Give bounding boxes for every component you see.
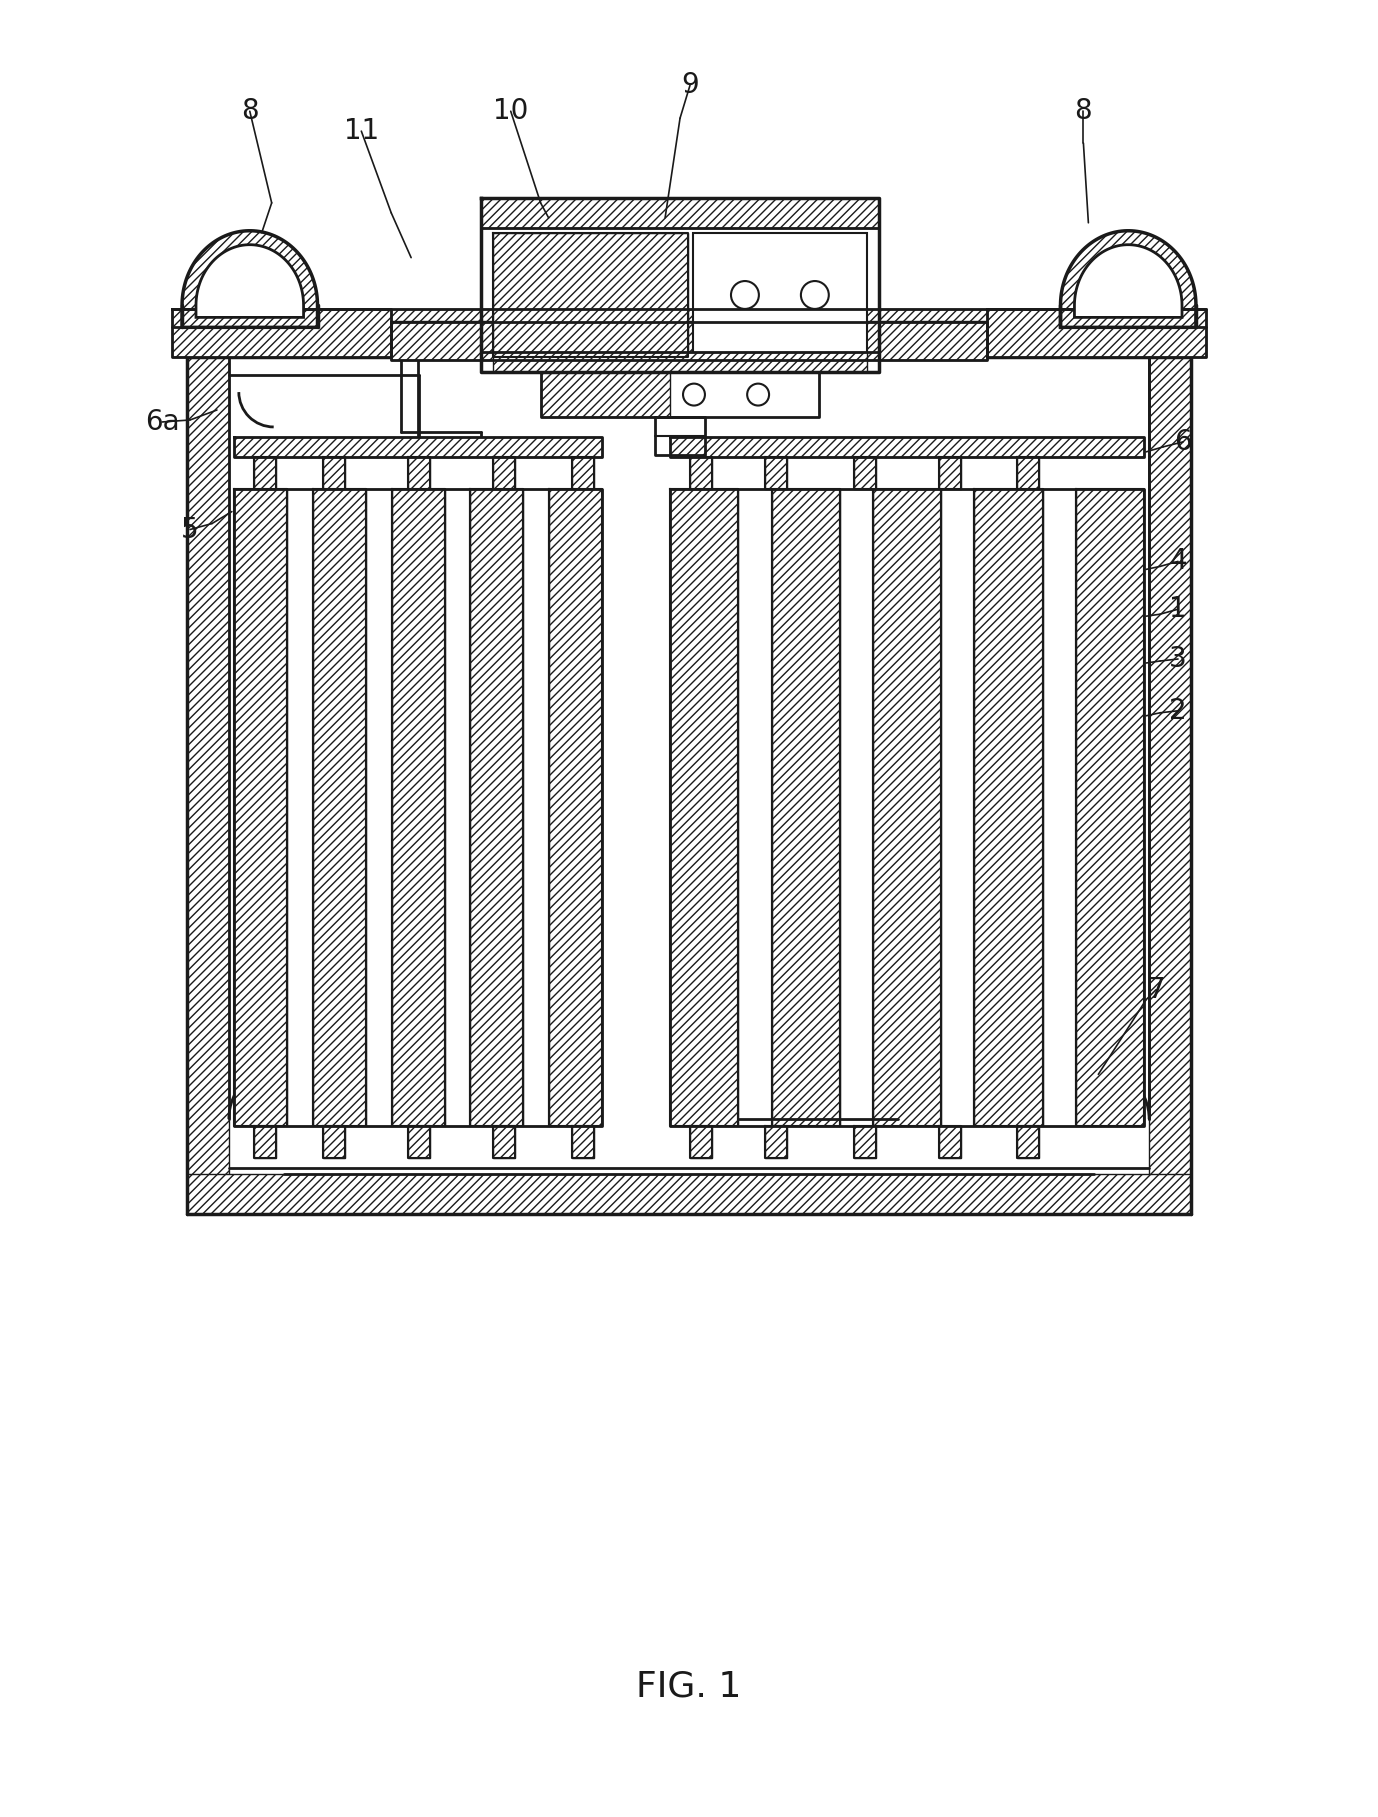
Bar — [974, 489, 1043, 1127]
Bar — [493, 456, 515, 489]
Text: 9: 9 — [681, 71, 699, 100]
Polygon shape — [1061, 231, 1196, 327]
Bar — [234, 436, 602, 456]
Bar — [1017, 1127, 1039, 1157]
Bar — [408, 1127, 430, 1157]
Bar — [324, 1127, 346, 1157]
Bar — [540, 372, 670, 416]
Bar — [772, 489, 839, 1127]
Bar — [481, 198, 879, 227]
Bar — [765, 456, 787, 489]
Bar — [941, 489, 974, 1127]
Bar — [854, 456, 876, 489]
Bar — [693, 233, 867, 358]
Bar — [254, 1127, 276, 1157]
Bar — [987, 309, 1206, 358]
Bar — [874, 489, 941, 1127]
Circle shape — [683, 383, 706, 405]
Text: 6a: 6a — [145, 409, 179, 436]
Bar — [313, 489, 365, 1127]
Bar — [493, 1127, 515, 1157]
Text: 10: 10 — [493, 98, 528, 125]
Bar — [550, 489, 602, 1127]
Text: FIG. 1: FIG. 1 — [637, 1670, 741, 1704]
Bar — [493, 233, 688, 358]
Bar — [938, 1127, 960, 1157]
Circle shape — [801, 282, 828, 309]
Text: 4: 4 — [1169, 547, 1186, 576]
Bar — [187, 1174, 1191, 1214]
Bar — [229, 358, 1149, 1174]
Text: 8: 8 — [1075, 98, 1093, 125]
Text: 11: 11 — [343, 116, 379, 145]
Text: 6: 6 — [1174, 427, 1192, 456]
Bar — [234, 489, 287, 1127]
Polygon shape — [182, 231, 317, 327]
Bar — [391, 309, 987, 322]
Bar — [670, 436, 1144, 456]
Bar — [690, 1127, 712, 1157]
Bar — [445, 489, 470, 1127]
Bar — [324, 456, 346, 489]
Bar — [254, 456, 276, 489]
Text: 7: 7 — [1148, 976, 1164, 1003]
Bar — [365, 489, 391, 1127]
Bar — [690, 456, 712, 489]
Bar — [1017, 456, 1039, 489]
Bar — [408, 456, 430, 489]
Circle shape — [747, 383, 769, 405]
Bar — [839, 489, 874, 1127]
Bar — [572, 1127, 594, 1157]
Bar — [172, 309, 391, 358]
Bar — [765, 1127, 787, 1157]
Bar — [938, 456, 960, 489]
Bar — [493, 352, 867, 372]
Bar — [187, 358, 229, 1214]
Bar — [854, 1127, 876, 1157]
Bar — [1043, 489, 1076, 1127]
Bar — [391, 489, 445, 1127]
Bar — [1076, 489, 1144, 1127]
Text: 2: 2 — [1169, 696, 1186, 725]
Circle shape — [730, 282, 759, 309]
Bar — [572, 456, 594, 489]
Bar — [739, 489, 772, 1127]
Polygon shape — [1075, 245, 1182, 318]
Text: 3: 3 — [1169, 645, 1186, 672]
Bar — [670, 489, 739, 1127]
Text: 5: 5 — [182, 516, 198, 543]
Polygon shape — [196, 245, 303, 318]
Bar — [1149, 358, 1191, 1214]
Text: 8: 8 — [241, 98, 259, 125]
Bar — [287, 489, 313, 1127]
Bar — [524, 489, 550, 1127]
Text: 1: 1 — [1169, 596, 1186, 623]
Bar — [470, 489, 524, 1127]
Bar — [391, 322, 987, 360]
